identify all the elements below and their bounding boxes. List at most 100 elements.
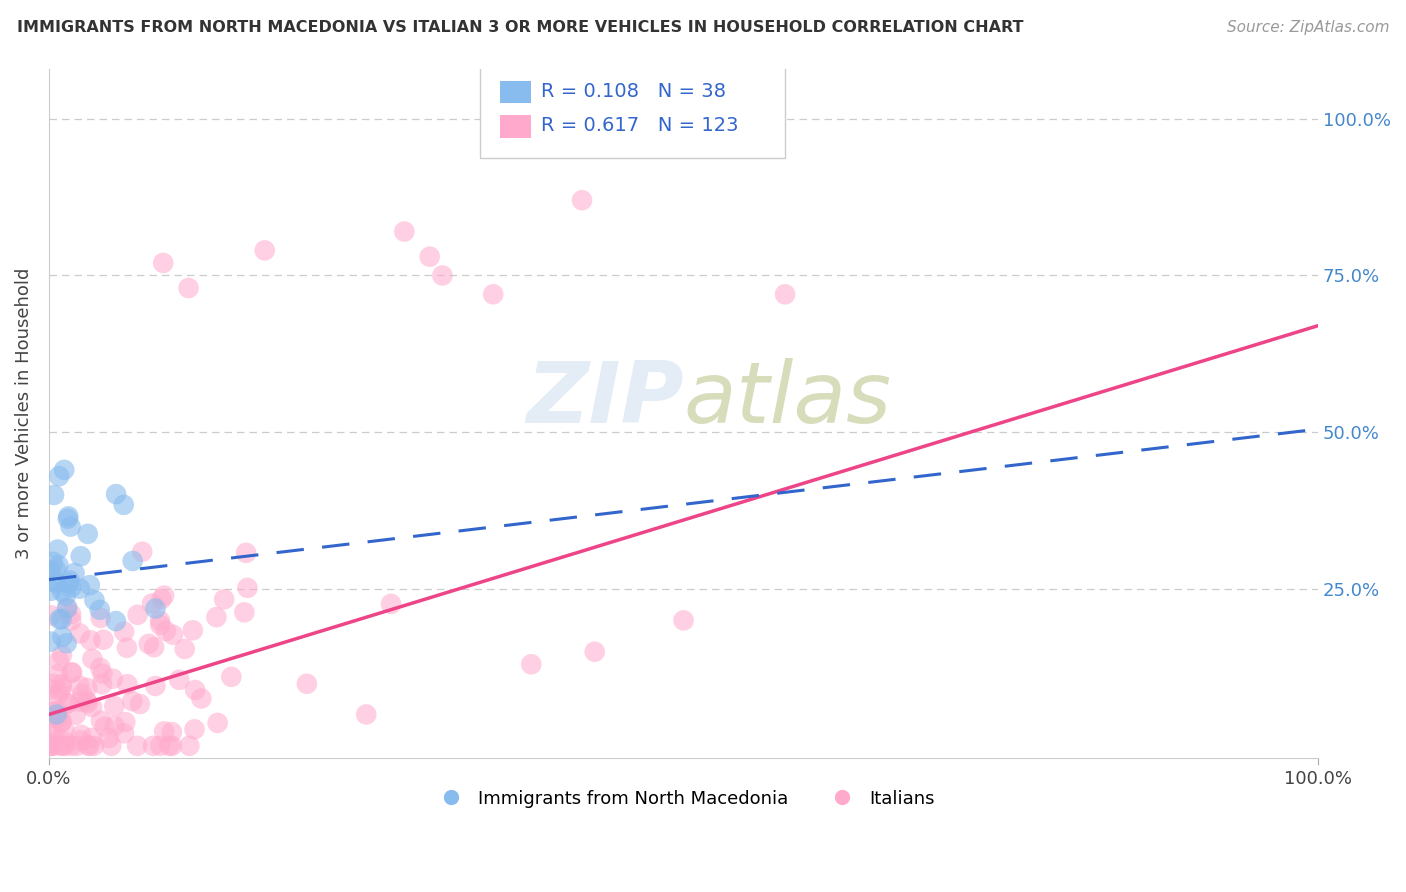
Point	[51, 584, 73, 599]
Point	[48, 612, 70, 626]
Y-axis label: 3 or more Vehicles in Household: 3 or more Vehicles in Household	[15, 268, 32, 559]
Point	[104, 614, 127, 628]
Point	[207, 715, 229, 730]
Point	[571, 193, 593, 207]
Point	[380, 597, 402, 611]
Point	[58, 576, 80, 591]
Point	[112, 726, 135, 740]
Point	[90, 714, 112, 728]
Text: ZIP: ZIP	[526, 358, 683, 442]
Point	[112, 624, 135, 639]
FancyBboxPatch shape	[499, 81, 531, 103]
Point	[153, 589, 176, 603]
Point	[162, 628, 184, 642]
Point	[177, 281, 200, 295]
Point	[69, 626, 91, 640]
Point	[46, 667, 69, 681]
Point	[44, 575, 66, 590]
Point	[48, 711, 70, 725]
Point	[76, 527, 98, 541]
Point	[39, 739, 62, 753]
Point	[79, 578, 101, 592]
Point	[69, 582, 91, 596]
Point	[419, 250, 441, 264]
Point	[60, 665, 83, 680]
Point	[80, 700, 103, 714]
Point	[121, 694, 143, 708]
Point	[520, 657, 543, 672]
Point	[60, 739, 83, 753]
Point	[105, 487, 128, 501]
Point	[60, 581, 83, 595]
Point	[55, 636, 77, 650]
Point	[142, 739, 165, 753]
Point	[79, 633, 101, 648]
Point	[69, 695, 91, 709]
Point	[45, 576, 67, 591]
Point	[150, 592, 173, 607]
Point	[39, 682, 62, 697]
Point	[39, 723, 62, 738]
Point	[183, 723, 205, 737]
Point	[112, 498, 135, 512]
Point	[52, 739, 75, 753]
Point	[60, 665, 83, 680]
Point	[169, 673, 191, 687]
Point	[76, 696, 98, 710]
Point	[69, 733, 91, 747]
Point	[115, 640, 138, 655]
Point	[160, 725, 183, 739]
Point	[51, 612, 73, 626]
Point	[236, 581, 259, 595]
Point	[66, 739, 89, 753]
Point	[41, 705, 63, 719]
Point	[190, 691, 212, 706]
Point	[51, 714, 73, 729]
Point	[97, 731, 120, 745]
Point	[432, 268, 454, 283]
Point	[60, 614, 83, 628]
Point	[672, 613, 695, 627]
Point	[145, 601, 167, 615]
Point	[145, 679, 167, 693]
Point	[48, 558, 70, 573]
Point	[138, 637, 160, 651]
Point	[39, 634, 62, 648]
Point	[48, 654, 70, 668]
Point	[60, 607, 83, 621]
Point	[773, 287, 796, 301]
Point	[91, 666, 114, 681]
FancyBboxPatch shape	[499, 115, 531, 137]
Point	[44, 726, 66, 740]
Point	[45, 562, 67, 576]
Point	[55, 697, 77, 711]
Point	[42, 736, 65, 750]
Point	[39, 583, 62, 598]
Point	[100, 739, 122, 753]
Point	[143, 640, 166, 655]
Point	[482, 287, 505, 301]
Point	[42, 705, 65, 719]
Point	[583, 645, 606, 659]
Point	[82, 652, 104, 666]
Point	[41, 739, 63, 753]
Point	[221, 670, 243, 684]
Point	[39, 710, 62, 724]
Point	[76, 694, 98, 708]
Point	[89, 603, 111, 617]
Point	[49, 715, 72, 730]
Point	[160, 739, 183, 753]
Point	[128, 697, 150, 711]
Point	[83, 593, 105, 607]
Point	[127, 607, 149, 622]
Point	[233, 605, 256, 619]
Point	[42, 488, 65, 502]
Text: atlas: atlas	[683, 358, 891, 442]
FancyBboxPatch shape	[481, 65, 785, 158]
Point	[59, 574, 82, 588]
Point	[41, 739, 63, 753]
Point	[121, 554, 143, 568]
Point	[51, 630, 73, 644]
Point	[52, 734, 75, 748]
Point	[70, 687, 93, 701]
